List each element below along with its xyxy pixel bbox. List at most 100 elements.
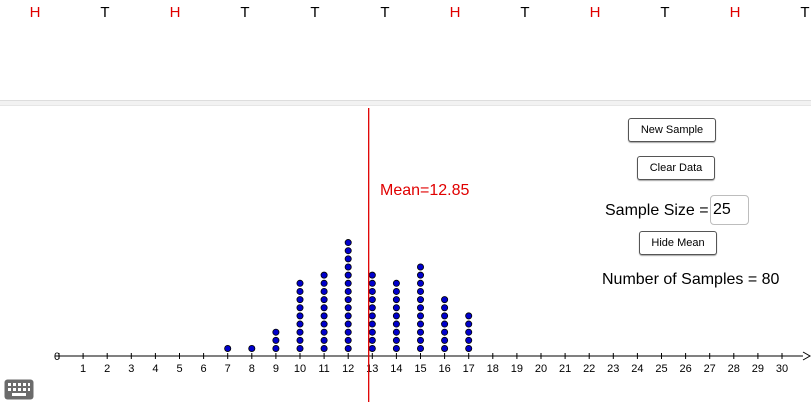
x-tick-label: 22 xyxy=(583,363,595,375)
data-dot xyxy=(296,279,304,287)
data-dot xyxy=(368,328,376,336)
data-dot xyxy=(465,320,473,328)
x-tick-label: 9 xyxy=(273,363,279,375)
data-dot xyxy=(344,247,352,255)
data-dot xyxy=(392,312,400,320)
x-tick-label: 5 xyxy=(176,363,182,375)
coin-flip-heads: H xyxy=(729,4,741,21)
coin-flip-heads: H xyxy=(169,4,181,21)
data-dot xyxy=(272,344,280,352)
x-tick-label: 6 xyxy=(201,363,207,375)
x-tick-label: 26 xyxy=(679,363,691,375)
coin-flip-heads: H xyxy=(29,4,41,21)
data-dot xyxy=(368,296,376,304)
data-dot xyxy=(368,336,376,344)
x-tick-label: 17 xyxy=(463,363,475,375)
data-dot xyxy=(392,296,400,304)
x-tick-label: 24 xyxy=(631,363,643,375)
data-dot xyxy=(296,336,304,344)
data-dot xyxy=(416,328,424,336)
data-dot xyxy=(344,320,352,328)
data-dot xyxy=(344,239,352,247)
x-tick-label: 1 xyxy=(80,363,86,375)
data-dot xyxy=(368,344,376,352)
data-dot xyxy=(368,287,376,295)
data-dot xyxy=(416,279,424,287)
new-sample-button[interactable]: New Sample xyxy=(628,118,716,142)
data-dot xyxy=(392,328,400,336)
data-dot xyxy=(368,312,376,320)
data-dot xyxy=(296,287,304,295)
x-tick-label: 8 xyxy=(249,363,255,375)
data-dot xyxy=(416,312,424,320)
data-dot xyxy=(465,312,473,320)
data-dot xyxy=(416,271,424,279)
data-dot xyxy=(272,336,280,344)
coin-flip-tails: T xyxy=(240,4,250,21)
data-dot xyxy=(344,271,352,279)
data-dot xyxy=(320,344,328,352)
coin-flip-tails: T xyxy=(800,4,810,21)
data-dot xyxy=(441,336,449,344)
x-tick-label: 28 xyxy=(728,363,740,375)
data-dot xyxy=(392,287,400,295)
x-tick-label: 29 xyxy=(752,363,764,375)
data-dot xyxy=(368,320,376,328)
x-tick-label: 30 xyxy=(776,363,788,375)
data-dot xyxy=(320,336,328,344)
data-dot xyxy=(320,296,328,304)
data-dot xyxy=(344,328,352,336)
x-tick-label: 27 xyxy=(704,363,716,375)
sample-size-label: Sample Size = xyxy=(605,202,709,219)
data-dot xyxy=(296,344,304,352)
x-tick-label: 11 xyxy=(318,363,329,375)
data-dot xyxy=(344,287,352,295)
coin-flip-tails: T xyxy=(100,4,110,21)
data-dot xyxy=(296,312,304,320)
data-dot xyxy=(320,304,328,312)
x-tick-label: 0 xyxy=(54,351,60,363)
x-tick-label: 4 xyxy=(152,363,158,375)
hide-mean-button[interactable]: Hide Mean xyxy=(639,231,717,255)
x-tick-label: 3 xyxy=(128,363,134,375)
sample-size-input[interactable] xyxy=(710,195,749,225)
data-dot xyxy=(344,312,352,320)
coin-flip-heads: H xyxy=(449,4,461,21)
x-tick-label: 10 xyxy=(294,363,306,375)
panel-divider xyxy=(0,100,811,106)
x-tick-label: 16 xyxy=(438,363,450,375)
data-dot xyxy=(465,336,473,344)
x-tick-label: 21 xyxy=(559,363,571,375)
clear-data-button[interactable]: Clear Data xyxy=(637,156,715,180)
coin-flip-tails: T xyxy=(660,4,670,21)
data-dot xyxy=(392,279,400,287)
data-dot xyxy=(320,312,328,320)
data-dot xyxy=(344,263,352,271)
x-tick-label: 2 xyxy=(104,363,110,375)
data-dot xyxy=(392,344,400,352)
data-dot xyxy=(320,328,328,336)
data-dot xyxy=(368,279,376,287)
data-dot xyxy=(441,304,449,312)
data-dot xyxy=(344,344,352,352)
data-dot xyxy=(416,304,424,312)
data-dot xyxy=(441,312,449,320)
x-tick-label: 15 xyxy=(414,363,426,375)
data-dot xyxy=(296,328,304,336)
keyboard-icon[interactable] xyxy=(4,379,34,400)
data-dot xyxy=(320,271,328,279)
data-dot xyxy=(296,320,304,328)
data-dot xyxy=(416,320,424,328)
data-dot xyxy=(320,279,328,287)
data-dot xyxy=(416,296,424,304)
data-dot xyxy=(320,320,328,328)
coin-flip-tails: T xyxy=(520,4,530,21)
data-dot xyxy=(392,304,400,312)
data-dot xyxy=(368,271,376,279)
data-dot xyxy=(344,304,352,312)
data-dot xyxy=(441,344,449,352)
data-dot xyxy=(392,320,400,328)
x-tick-label: 13 xyxy=(366,363,378,375)
